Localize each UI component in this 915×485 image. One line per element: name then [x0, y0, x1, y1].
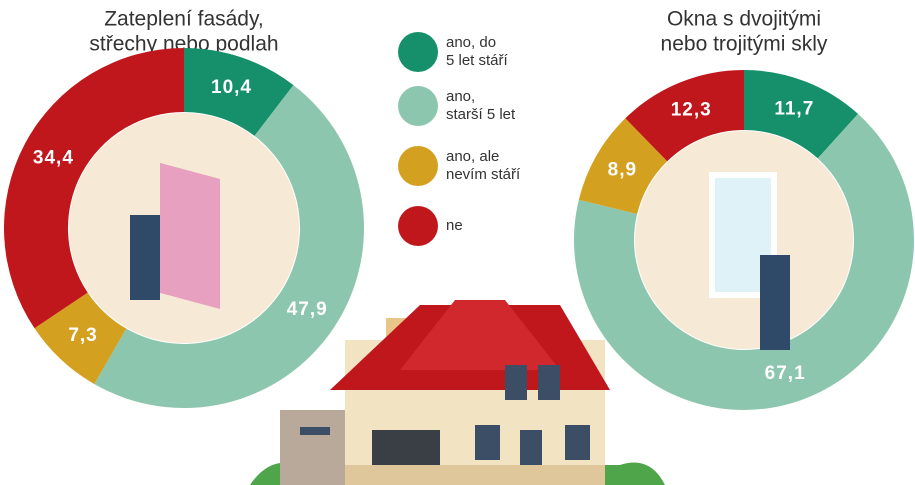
legend-swatch: [398, 32, 438, 72]
illustration-panel: [160, 163, 220, 309]
illustration-person: [760, 255, 790, 350]
value-label: 47,9: [287, 299, 328, 320]
legend-label: ne: [446, 217, 463, 234]
legend-label: ano,: [446, 88, 475, 105]
chart-title: Okna s dvojitými: [667, 8, 821, 31]
legend-label: nevím stáří: [446, 166, 521, 183]
chart-title: nebo trojitými skly: [661, 33, 828, 56]
legend-label: starší 5 let: [446, 106, 516, 123]
legend-label: 5 let stáří: [446, 52, 509, 69]
value-label: 7,3: [68, 325, 97, 346]
legend-label: ano, ale: [446, 148, 499, 165]
value-label: 34,4: [33, 147, 74, 168]
value-label: 12,3: [671, 99, 712, 120]
illustration-person: [130, 215, 160, 300]
legend-swatch: [398, 86, 438, 126]
legend-swatch: [398, 146, 438, 186]
chart-title: Zateplení fasády,: [104, 8, 264, 31]
value-label: 11,7: [774, 98, 814, 119]
infographic: ano, do5 let stáří ano,starší 5 let ano, a…: [0, 0, 915, 485]
value-label: 8,9: [608, 160, 637, 181]
value-label: 67,1: [765, 363, 806, 384]
legend-swatch: [398, 206, 438, 246]
legend-label: ano, do: [446, 34, 496, 51]
value-label: 10,4: [211, 77, 252, 98]
